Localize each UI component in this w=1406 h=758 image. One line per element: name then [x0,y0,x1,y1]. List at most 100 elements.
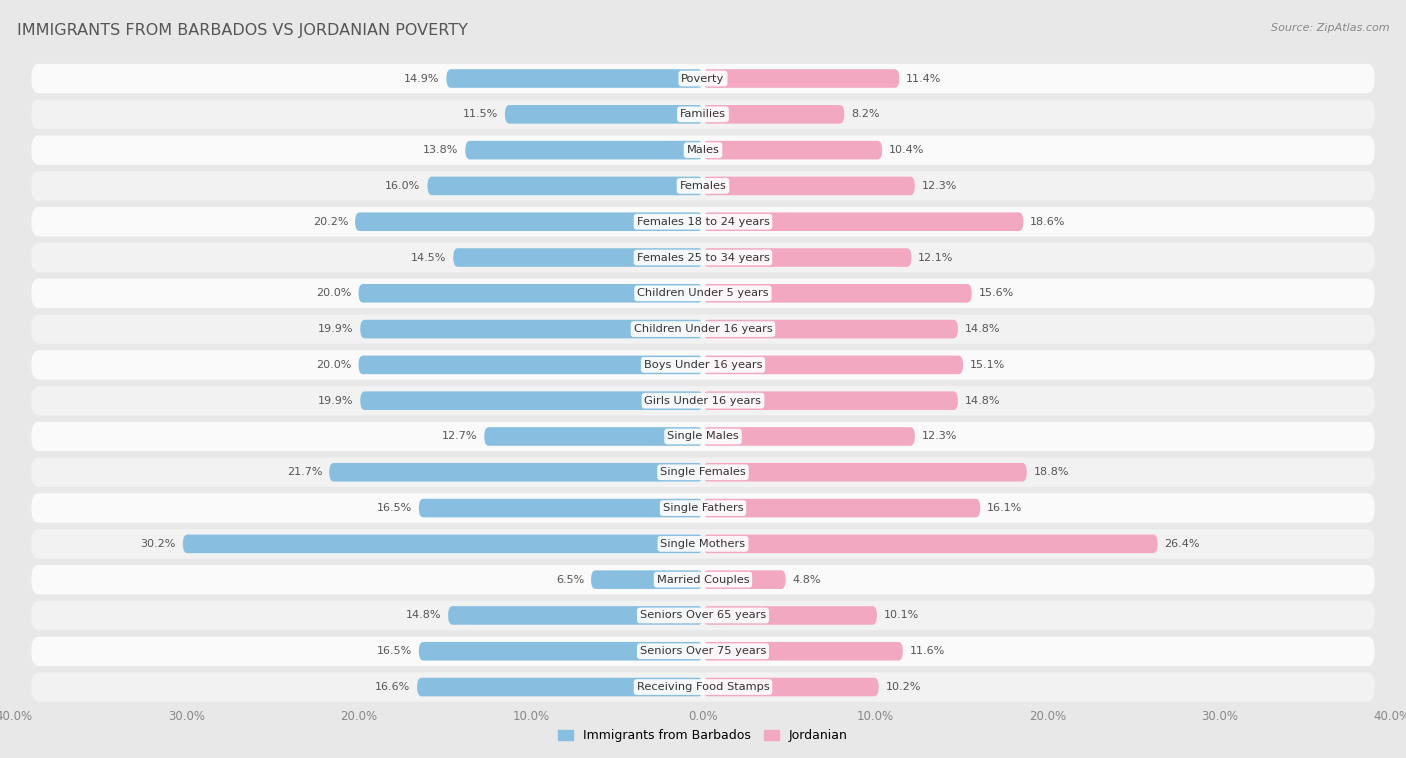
Text: 21.7%: 21.7% [287,467,322,478]
FancyBboxPatch shape [418,678,703,697]
FancyBboxPatch shape [446,69,703,88]
Text: Single Females: Single Females [661,467,745,478]
FancyBboxPatch shape [31,279,1375,308]
Text: 18.6%: 18.6% [1031,217,1066,227]
Text: Receiving Food Stamps: Receiving Food Stamps [637,682,769,692]
FancyBboxPatch shape [703,499,980,518]
Text: Single Males: Single Males [666,431,740,441]
FancyBboxPatch shape [703,463,1026,481]
Legend: Immigrants from Barbados, Jordanian: Immigrants from Barbados, Jordanian [554,724,852,747]
Text: 16.6%: 16.6% [375,682,411,692]
FancyBboxPatch shape [31,386,1375,415]
FancyBboxPatch shape [703,678,879,697]
Text: 15.1%: 15.1% [970,360,1005,370]
FancyBboxPatch shape [31,99,1375,129]
FancyBboxPatch shape [703,69,900,88]
FancyBboxPatch shape [427,177,703,196]
Text: Girls Under 16 years: Girls Under 16 years [644,396,762,406]
Text: 19.9%: 19.9% [318,324,353,334]
Text: 14.9%: 14.9% [404,74,440,83]
FancyBboxPatch shape [31,529,1375,559]
FancyBboxPatch shape [31,421,1375,451]
FancyBboxPatch shape [31,315,1375,344]
Text: Married Couples: Married Couples [657,575,749,584]
FancyBboxPatch shape [703,284,972,302]
FancyBboxPatch shape [359,284,703,302]
FancyBboxPatch shape [359,356,703,374]
FancyBboxPatch shape [453,248,703,267]
Text: 19.9%: 19.9% [318,396,353,406]
Text: Families: Families [681,109,725,119]
Text: 16.1%: 16.1% [987,503,1022,513]
Text: Children Under 16 years: Children Under 16 years [634,324,772,334]
FancyBboxPatch shape [31,243,1375,272]
Text: 15.6%: 15.6% [979,288,1014,299]
Text: Single Mothers: Single Mothers [661,539,745,549]
Text: Poverty: Poverty [682,74,724,83]
FancyBboxPatch shape [703,570,786,589]
FancyBboxPatch shape [703,141,882,159]
Text: 12.7%: 12.7% [441,431,478,441]
FancyBboxPatch shape [703,356,963,374]
FancyBboxPatch shape [31,458,1375,487]
FancyBboxPatch shape [31,350,1375,380]
Text: 26.4%: 26.4% [1164,539,1201,549]
Text: Single Fathers: Single Fathers [662,503,744,513]
Text: 12.1%: 12.1% [918,252,953,262]
Text: Females 25 to 34 years: Females 25 to 34 years [637,252,769,262]
Text: 16.0%: 16.0% [385,181,420,191]
FancyBboxPatch shape [360,391,703,410]
FancyBboxPatch shape [329,463,703,481]
Text: 10.2%: 10.2% [886,682,921,692]
FancyBboxPatch shape [31,637,1375,666]
Text: Seniors Over 75 years: Seniors Over 75 years [640,647,766,656]
Text: Boys Under 16 years: Boys Under 16 years [644,360,762,370]
FancyBboxPatch shape [484,428,703,446]
Text: 20.0%: 20.0% [316,288,352,299]
FancyBboxPatch shape [505,105,703,124]
FancyBboxPatch shape [31,672,1375,702]
Text: 16.5%: 16.5% [377,647,412,656]
Text: IMMIGRANTS FROM BARBADOS VS JORDANIAN POVERTY: IMMIGRANTS FROM BARBADOS VS JORDANIAN PO… [17,23,468,38]
FancyBboxPatch shape [703,248,911,267]
FancyBboxPatch shape [703,606,877,625]
FancyBboxPatch shape [703,177,915,196]
Text: 30.2%: 30.2% [141,539,176,549]
FancyBboxPatch shape [591,570,703,589]
Text: 4.8%: 4.8% [793,575,821,584]
Text: 6.5%: 6.5% [555,575,583,584]
FancyBboxPatch shape [183,534,703,553]
FancyBboxPatch shape [703,391,957,410]
FancyBboxPatch shape [31,601,1375,630]
Text: Females: Females [679,181,727,191]
FancyBboxPatch shape [31,207,1375,236]
FancyBboxPatch shape [31,565,1375,594]
Text: Children Under 5 years: Children Under 5 years [637,288,769,299]
Text: Source: ZipAtlas.com: Source: ZipAtlas.com [1271,23,1389,33]
Text: 13.8%: 13.8% [423,145,458,155]
FancyBboxPatch shape [449,606,703,625]
Text: 18.8%: 18.8% [1033,467,1069,478]
FancyBboxPatch shape [419,642,703,660]
Text: 12.3%: 12.3% [922,431,957,441]
FancyBboxPatch shape [31,171,1375,201]
FancyBboxPatch shape [356,212,703,231]
Text: 8.2%: 8.2% [851,109,880,119]
Text: 10.1%: 10.1% [884,610,920,621]
FancyBboxPatch shape [31,136,1375,164]
FancyBboxPatch shape [703,534,1157,553]
Text: 14.5%: 14.5% [411,252,446,262]
FancyBboxPatch shape [465,141,703,159]
FancyBboxPatch shape [31,64,1375,93]
Text: 10.4%: 10.4% [889,145,924,155]
Text: 16.5%: 16.5% [377,503,412,513]
Text: 11.4%: 11.4% [907,74,942,83]
Text: 14.8%: 14.8% [406,610,441,621]
FancyBboxPatch shape [419,499,703,518]
Text: Seniors Over 65 years: Seniors Over 65 years [640,610,766,621]
FancyBboxPatch shape [703,212,1024,231]
Text: 14.8%: 14.8% [965,396,1000,406]
Text: 11.5%: 11.5% [463,109,498,119]
FancyBboxPatch shape [703,428,915,446]
Text: Females 18 to 24 years: Females 18 to 24 years [637,217,769,227]
